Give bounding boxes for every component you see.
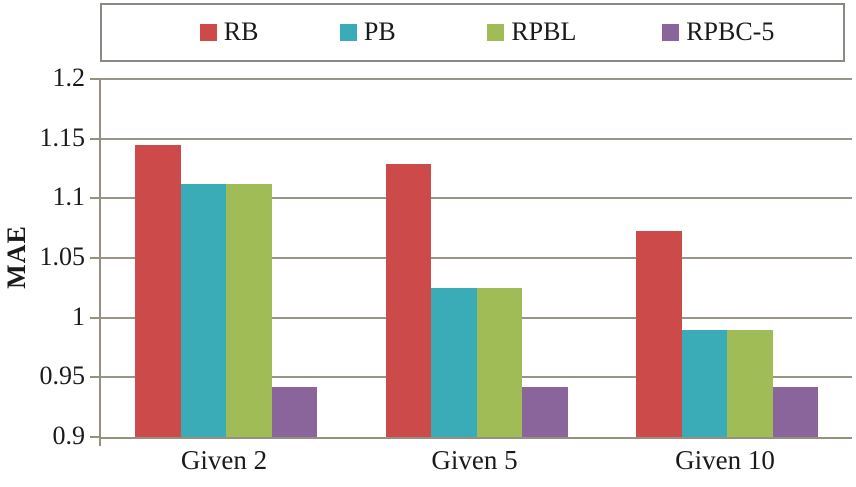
- legend-label: PB: [363, 16, 396, 46]
- legend-swatch-icon: [339, 24, 357, 41]
- y-tick-label-0.95: 0.95: [39, 361, 86, 391]
- chart-legend: RB PB RPBL RPBC-5: [100, 3, 845, 62]
- y-tick-label-1.1: 1.1: [52, 182, 86, 212]
- legend-label: RB: [223, 16, 259, 46]
- legend-item-rb: RB: [199, 16, 259, 47]
- y-axis-tick: [90, 197, 101, 200]
- bars-layer: [101, 79, 852, 437]
- bar-group-given-2: [135, 79, 317, 437]
- y-axis-tick: [90, 78, 101, 80]
- x-axis-origin-tick: [99, 439, 101, 446]
- bar-rpbl-given-2: [226, 184, 272, 437]
- bar-rpbc-5-given-5: [522, 386, 568, 437]
- legend-swatch-icon: [199, 24, 217, 41]
- bar-pb-given-10: [681, 329, 727, 437]
- bar-group-given-10: [636, 79, 818, 437]
- legend-label: RPBC-5: [686, 16, 775, 46]
- bar-group-given-5: [385, 79, 568, 437]
- x-axis-category-labels: Given 2 Given 5 Given 10: [99, 445, 850, 476]
- legend-item-rpbl: RPBL: [487, 16, 577, 47]
- y-axis-tick: [90, 137, 101, 140]
- gridline-1.05: [101, 257, 852, 259]
- gridline-1.15: [101, 137, 852, 140]
- bar-rpbl-given-5: [476, 287, 522, 437]
- gridline-1.2: [101, 78, 852, 80]
- legend-swatch-icon: [662, 24, 680, 41]
- bar-rb-given-2: [135, 144, 181, 437]
- bar-rb-given-5: [385, 163, 431, 437]
- y-tick-label-1.15: 1.15: [39, 122, 86, 152]
- y-axis-tick: [90, 436, 101, 438]
- x-category-label-given-5: Given 5: [431, 445, 518, 475]
- legend-item-rpbc-5: RPBC-5: [662, 16, 775, 47]
- bar-pb-given-5: [431, 287, 477, 437]
- y-tick-label-0.9: 0.9: [52, 420, 86, 450]
- x-category-label-given-10: Given 10: [675, 445, 775, 475]
- bar-rpbc-5-given-2: [271, 386, 317, 437]
- gridline-1.1: [101, 197, 852, 200]
- y-axis-tick: [90, 316, 101, 319]
- bar-pb-given-2: [180, 184, 226, 437]
- y-axis-tick: [90, 376, 101, 379]
- x-category-label-given-2: Given 2: [180, 445, 268, 475]
- bar-rpbl-given-10: [727, 329, 773, 437]
- legend-swatch-icon: [487, 24, 505, 41]
- y-tick-label-1: 1: [72, 301, 85, 331]
- legend-label: RPBL: [511, 16, 577, 46]
- bar-rpbc-5-given-10: [772, 386, 818, 437]
- y-tick-label-1.05: 1.05: [39, 241, 86, 271]
- y-axis-tick: [90, 257, 101, 259]
- bar-rb-given-10: [636, 230, 682, 437]
- y-tick-label-1.2: 1.2: [52, 62, 86, 92]
- plot-area: 0.9 0.95 1 1.05 1.1 1.15 1.2: [40, 64, 852, 448]
- legend-item-pb: PB: [339, 16, 396, 47]
